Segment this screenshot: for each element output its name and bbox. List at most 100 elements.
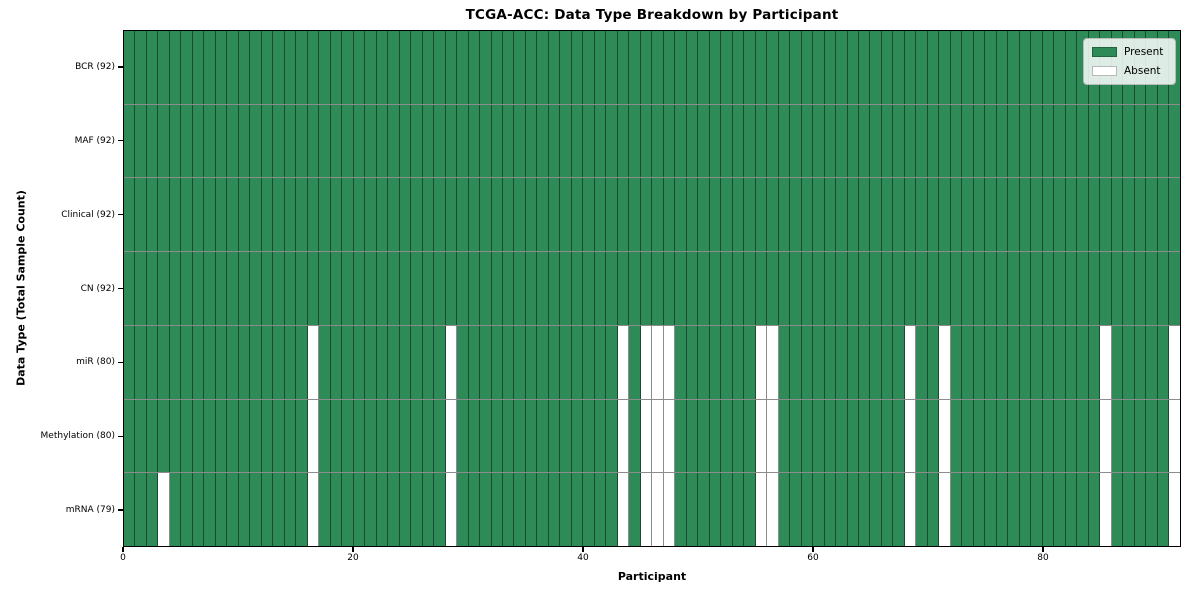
heatmap-cell <box>560 31 572 104</box>
legend-swatch-absent <box>1092 66 1117 76</box>
y-tick-mark <box>118 361 123 363</box>
heatmap-cell <box>1077 104 1089 178</box>
heatmap-cell <box>1088 473 1101 547</box>
heatmap-cell <box>571 252 584 325</box>
heatmap-cell <box>215 325 228 399</box>
heatmap-cell <box>376 252 389 325</box>
heatmap-row <box>124 31 1180 105</box>
heatmap-cell <box>1019 104 1032 178</box>
heatmap-cell <box>1065 399 1078 473</box>
heatmap-cell <box>847 252 859 325</box>
heatmap-cell <box>376 473 389 547</box>
heatmap-cell <box>927 399 940 473</box>
heatmap-cell <box>893 325 905 399</box>
heatmap-cell <box>640 252 653 325</box>
heatmap-cell <box>388 31 400 104</box>
heatmap-cell <box>904 178 917 252</box>
x-tick-mark <box>582 547 584 552</box>
heatmap-cell <box>296 473 308 547</box>
heatmap-cell <box>238 325 251 399</box>
heatmap-cell <box>273 178 285 252</box>
heatmap-cell <box>962 252 974 325</box>
heatmap-cell <box>859 473 871 547</box>
heatmap-cell <box>1019 31 1032 104</box>
heatmap-cell <box>319 178 331 252</box>
heatmap-cell <box>996 252 1009 325</box>
heatmap-cell <box>158 178 170 252</box>
heatmap-cell <box>284 325 297 399</box>
heatmap-cell <box>146 31 159 104</box>
y-tick-label: miR (80) <box>76 357 115 368</box>
heatmap-cell <box>296 178 308 252</box>
heatmap-cell <box>491 399 503 473</box>
heatmap-cell <box>548 104 561 178</box>
heatmap-cell <box>1031 178 1043 252</box>
heatmap-cell <box>1065 104 1078 178</box>
heatmap-cell <box>893 178 905 252</box>
heatmap-cell <box>881 399 894 473</box>
heatmap-cell <box>146 399 159 473</box>
heatmap-cell <box>847 473 859 547</box>
heatmap-cell <box>457 252 469 325</box>
heatmap-cell <box>824 178 837 252</box>
heatmap-cell <box>250 252 262 325</box>
heatmap-cell <box>709 325 722 399</box>
heatmap-cell <box>480 104 492 178</box>
heatmap-cell <box>904 399 917 473</box>
heatmap-cell <box>1077 473 1089 547</box>
heatmap-cell <box>881 252 894 325</box>
heatmap-cell <box>399 252 412 325</box>
heatmap-cell <box>399 325 412 399</box>
heatmap-cell <box>1031 399 1043 473</box>
heatmap-cell <box>192 473 205 547</box>
heatmap-cell <box>399 104 412 178</box>
heatmap-cell <box>1019 178 1032 252</box>
heatmap-cell <box>514 473 526 547</box>
heatmap-cell <box>1157 473 1170 547</box>
heatmap-cell <box>1077 178 1089 252</box>
heatmap-cell <box>1146 399 1158 473</box>
heatmap-cell <box>663 399 676 473</box>
heatmap-cell <box>296 325 308 399</box>
heatmap-cell <box>284 178 297 252</box>
heatmap-cell <box>342 178 354 252</box>
heatmap-cell <box>227 252 239 325</box>
heatmap-cell <box>893 31 905 104</box>
y-tick-mark <box>118 287 123 290</box>
heatmap-cell <box>215 31 228 104</box>
heatmap-cell <box>1019 473 1032 547</box>
heatmap-cell <box>617 31 630 104</box>
heatmap-cell <box>502 31 515 104</box>
heatmap-cell <box>709 399 722 473</box>
heatmap-cell <box>721 399 733 473</box>
heatmap-cell <box>491 178 503 252</box>
heatmap-cell <box>1123 399 1135 473</box>
heatmap-cell <box>261 252 274 325</box>
heatmap-cell <box>319 325 331 399</box>
heatmap-cell <box>1042 399 1055 473</box>
heatmap-cell <box>847 325 859 399</box>
heatmap-cell <box>1111 252 1124 325</box>
heatmap-cell <box>652 104 664 178</box>
heatmap-cell <box>790 31 802 104</box>
heatmap-cell <box>939 31 951 104</box>
heatmap-cell <box>1134 399 1147 473</box>
heatmap-cell <box>847 399 859 473</box>
heatmap-cell <box>1100 252 1112 325</box>
heatmap-cell <box>1077 252 1089 325</box>
heatmap-cell <box>1065 473 1078 547</box>
heatmap-cell <box>238 31 251 104</box>
heatmap-cell <box>950 399 963 473</box>
heatmap-cell <box>870 31 882 104</box>
heatmap-cell <box>1019 252 1032 325</box>
heatmap-cell <box>468 178 481 252</box>
y-tick-label: Methylation (80) <box>40 431 115 442</box>
heatmap-cell <box>629 399 641 473</box>
heatmap-cell <box>192 104 205 178</box>
heatmap-cell <box>514 325 526 399</box>
heatmap-cell <box>227 473 239 547</box>
heatmap-cell <box>238 399 251 473</box>
heatmap-cell <box>548 399 561 473</box>
heatmap-cell <box>1100 473 1112 547</box>
